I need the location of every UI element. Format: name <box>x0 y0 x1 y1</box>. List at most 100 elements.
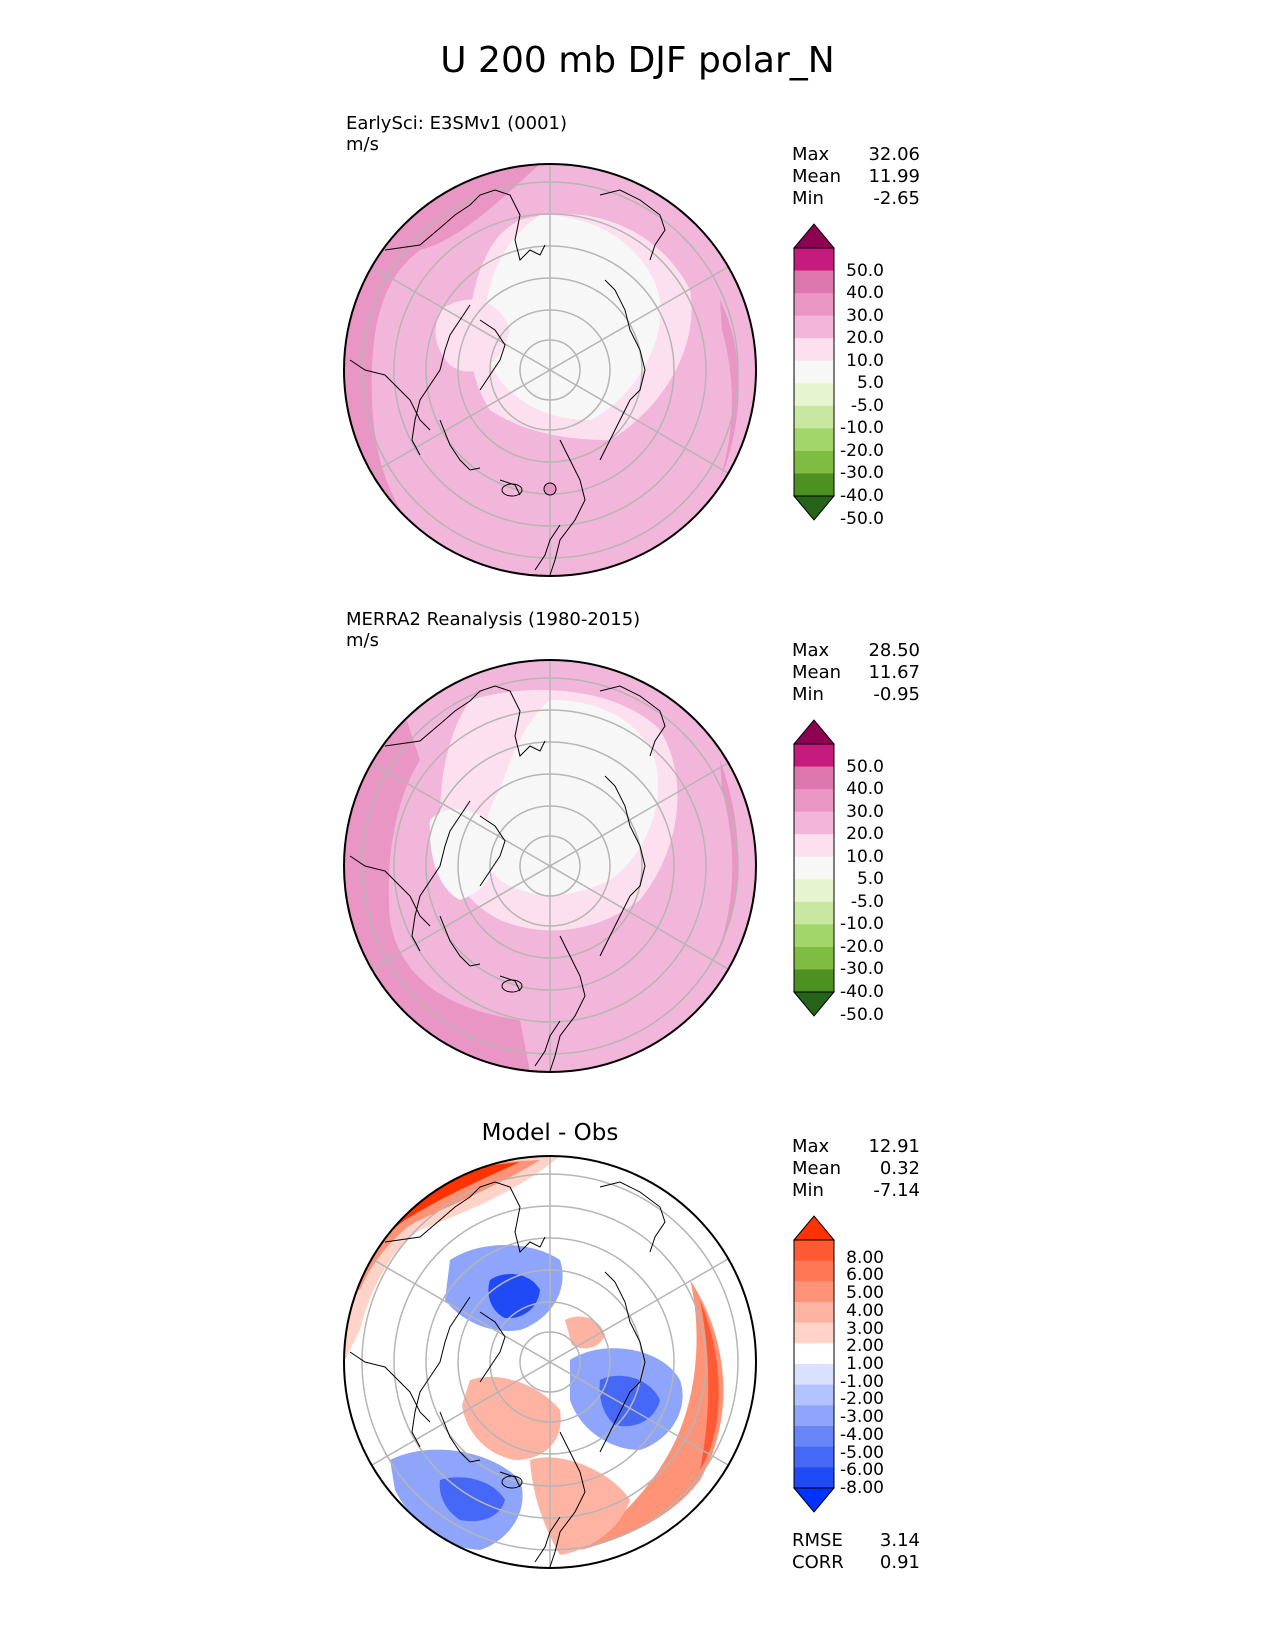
stat-label: Mean <box>792 166 842 187</box>
colorbar-segment <box>794 473 834 497</box>
colorbar-outline <box>793 247 835 497</box>
colorbar-segment <box>794 766 834 790</box>
colorbar-segment <box>794 248 834 272</box>
colorbar-tick-label: 50.0 <box>846 756 884 777</box>
colorbar-tick-label: -5.0 <box>850 395 884 416</box>
colorbar-tick-label: -30.0 <box>840 463 884 484</box>
map-2-border <box>343 659 757 1073</box>
colorbar-segment <box>794 293 834 317</box>
colorbar-segment <box>794 383 834 407</box>
colorbar-tick-label: 10.0 <box>846 350 884 371</box>
colorbar-segment <box>794 1364 834 1386</box>
field-20-30-west <box>344 164 540 540</box>
colorbar-tick-label: 5.0 <box>856 373 884 394</box>
colorbar-tick-label: -40.0 <box>840 982 884 1002</box>
stat-value: 0.32 <box>879 1158 920 1179</box>
colorbar-tick-label: -50.0 <box>840 508 884 529</box>
colorbar-3 <box>792 1215 836 1513</box>
stat-value: 28.50 <box>868 640 920 661</box>
colorbar-tick-label: 10.0 <box>846 846 884 867</box>
colorbar-segment <box>794 1302 834 1324</box>
colorbar-extend-top <box>792 223 836 249</box>
stat-value: 11.67 <box>868 662 920 683</box>
colorbar-tick-label: 6.00 <box>846 1265 884 1286</box>
map-2-grid <box>361 660 739 1072</box>
colorbar-tick-label: 40.0 <box>846 283 884 304</box>
colorbar-tick-label: -30.0 <box>840 959 884 980</box>
colorbar-tick-label: -20.0 <box>840 936 884 957</box>
colorbar-tick-label: -6.00 <box>840 1460 884 1481</box>
colorbar-tick-label: 20.0 <box>846 824 884 845</box>
panel-3-name: Model - Obs <box>481 1120 619 1146</box>
panel-1-units: m/s <box>346 134 379 155</box>
diff-pos-center <box>462 1376 561 1460</box>
colorbar-segment <box>794 879 834 903</box>
colorbar-segment <box>794 924 834 948</box>
stat-label: Mean <box>792 662 842 683</box>
colorbar-segment <box>794 1240 834 1262</box>
colorbar-tick-label: 30.0 <box>846 801 884 822</box>
stat-label: Min <box>792 1180 824 1201</box>
field-near-zero-b <box>429 809 501 900</box>
colorbar-tick-label: -3.00 <box>840 1407 884 1428</box>
diff-pos-east <box>580 1280 724 1550</box>
colorbar-tick-label: 5.0 <box>856 869 884 890</box>
colorbar-tick-label: 40.0 <box>846 779 884 800</box>
map-2-coastlines <box>349 685 666 1072</box>
colorbar-segment <box>794 1281 834 1303</box>
diff-neg-south-core <box>439 1477 505 1522</box>
stat-value: 12.91 <box>868 1136 920 1157</box>
colorbar-tick-label: -10.0 <box>840 914 884 935</box>
colorbar-segment <box>794 315 834 339</box>
colorbar-tick-label: 5.00 <box>846 1283 884 1304</box>
colorbar-segment <box>794 360 834 384</box>
stat-label: Max <box>792 1136 830 1157</box>
colorbar-segment <box>794 969 834 993</box>
map-1-grid <box>361 164 739 576</box>
field-20-30-east <box>720 300 739 480</box>
colorbar-tick-label: 50.0 <box>846 260 884 281</box>
map-3-border <box>343 1155 757 1569</box>
colorbar-tick-label: -40.0 <box>840 486 884 506</box>
colorbar-segment <box>794 1260 834 1282</box>
colorbar-extend-top <box>792 1215 836 1241</box>
colorbar-segment <box>794 405 834 429</box>
colorbar-segment <box>794 789 834 813</box>
colorbar-tick-label: -1.00 <box>840 1371 884 1392</box>
colorbar-segment <box>794 946 834 970</box>
colorbar-extend-bottom <box>792 991 836 1017</box>
colorbar-tick-label: 2.00 <box>846 1336 884 1357</box>
field-20-30-west <box>344 700 530 1072</box>
panel-3-metrics: RMSE 3.14 CORR 0.91 <box>792 1530 920 1574</box>
panel-2-name: MERRA2 Reanalysis (1980-2015) <box>346 609 641 630</box>
diff-neg-center-core <box>488 1274 540 1319</box>
stat-value: -2.65 <box>873 188 920 209</box>
colorbar-segment <box>794 1405 834 1427</box>
colorbar-extend-bottom <box>792 1487 836 1513</box>
stat-value: -7.14 <box>873 1180 920 1201</box>
panel-2-units: m/s <box>346 630 379 651</box>
colorbar-tick-label: 30.0 <box>846 305 884 326</box>
map-1-border <box>343 163 757 577</box>
colorbar-tick-label: -4.00 <box>840 1424 884 1445</box>
colorbar-tick-label: -8.00 <box>840 1478 884 1498</box>
colorbar-segment <box>794 1446 834 1468</box>
colorbar-segment <box>794 450 834 474</box>
diff-pos-south <box>530 1457 630 1555</box>
stat-label: Max <box>792 640 830 661</box>
map-3-coastlines <box>349 1181 666 1568</box>
colorbar-segment <box>794 856 834 880</box>
colorbar-tick-label: -50.0 <box>840 1004 884 1025</box>
colorbar-segment <box>794 1467 834 1489</box>
diff-pos-east-core <box>700 1300 719 1470</box>
panel-1-name: EarlySci: E3SMv1 (0001) <box>346 113 568 134</box>
stat-label: Min <box>792 188 824 209</box>
colorbar-tick-label: 8.00 <box>846 1247 884 1268</box>
metric-label: RMSE <box>792 1530 843 1551</box>
colorbar-segment <box>794 1426 834 1448</box>
colorbar-extend-top <box>792 719 836 745</box>
panel-1-stats: Max 32.06 Mean 11.99 Min -2.65 <box>792 144 920 210</box>
colorbar-segment <box>794 338 834 362</box>
stat-label: Mean <box>792 1158 842 1179</box>
figure-title: U 200 mb DJF polar_N <box>440 40 835 81</box>
